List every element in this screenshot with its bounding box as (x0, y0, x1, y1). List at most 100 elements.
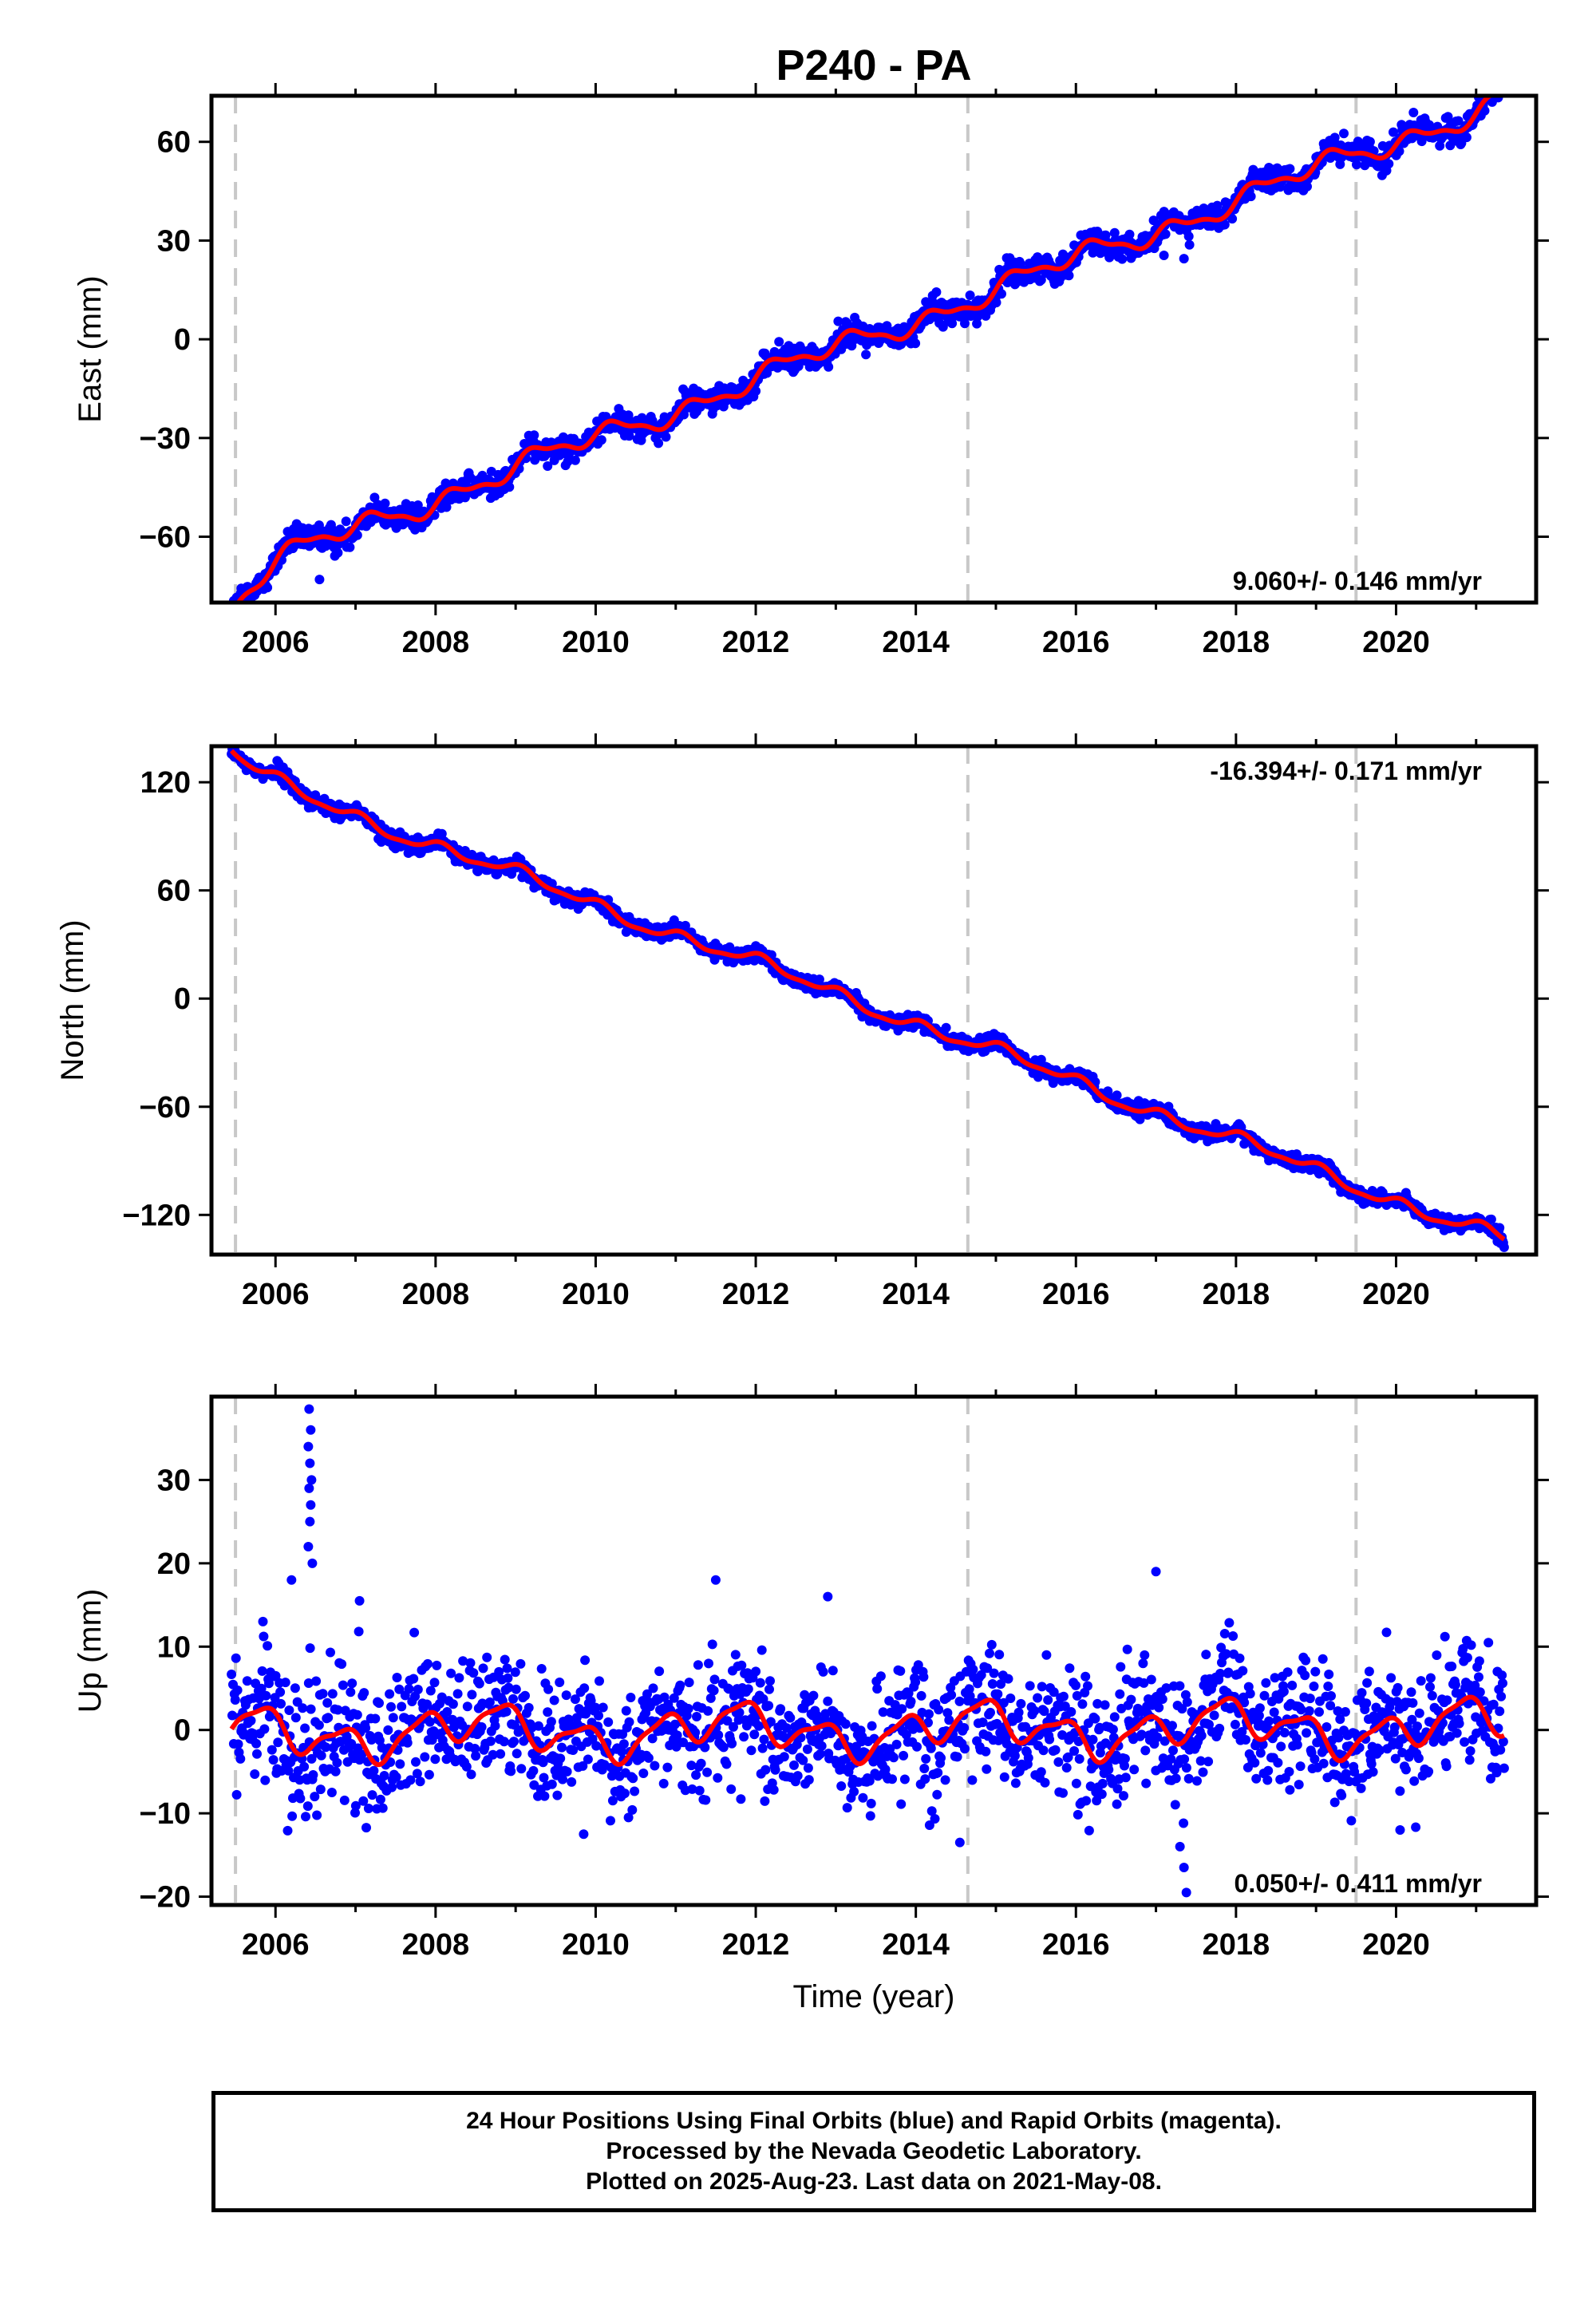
data-point (504, 482, 515, 492)
data-point (1494, 77, 1503, 86)
data-point (502, 1663, 512, 1674)
data-point (1090, 1713, 1100, 1724)
data-point (377, 1803, 388, 1813)
data-point (283, 1765, 294, 1776)
data-point (263, 583, 273, 593)
model-curve (235, 96, 1504, 603)
data-point (913, 1660, 923, 1670)
data-point (484, 1697, 495, 1707)
data-point (257, 1666, 267, 1676)
data-point (823, 1696, 833, 1706)
data-point (896, 1799, 907, 1809)
data-point (476, 1722, 487, 1732)
data-point (1292, 1740, 1302, 1750)
data-point (461, 1761, 472, 1772)
data-point (595, 1676, 604, 1686)
data-point (941, 1022, 951, 1033)
data-point (709, 1686, 719, 1696)
data-point (500, 1654, 510, 1665)
data-point (1498, 82, 1507, 92)
data-point (978, 1717, 988, 1728)
data-point (675, 1680, 685, 1690)
data-point (672, 1730, 682, 1741)
data-point (430, 1754, 440, 1765)
data-point (409, 1674, 419, 1684)
data-point (897, 1704, 907, 1714)
data-point (1166, 1754, 1176, 1764)
data-point (1065, 1663, 1075, 1674)
data-point (1045, 1734, 1055, 1745)
data-point (230, 1695, 240, 1705)
data-point (1154, 1702, 1164, 1713)
data-point (1023, 1753, 1033, 1763)
data-point (1072, 1690, 1082, 1701)
data-point (1160, 229, 1171, 239)
data-point (271, 1670, 281, 1681)
data-point (570, 455, 580, 465)
data-point (1416, 136, 1427, 147)
data-point (415, 1777, 425, 1787)
data-point (1259, 1690, 1270, 1701)
data-point (866, 1798, 876, 1808)
data-point (567, 1777, 577, 1787)
data-point (947, 318, 958, 329)
data-point (692, 1712, 701, 1721)
data-point (1061, 1763, 1072, 1773)
data-point (251, 1738, 262, 1749)
data-point (578, 1761, 588, 1771)
data-point (259, 1631, 269, 1642)
data-point (887, 1774, 897, 1784)
data-point (282, 1825, 293, 1836)
data-point (1495, 1223, 1505, 1233)
data-point (994, 1650, 1005, 1660)
data-point (981, 1746, 991, 1757)
data-point (425, 1686, 436, 1696)
data-point (736, 1794, 746, 1804)
data-point (1339, 128, 1349, 139)
data-point (926, 1806, 937, 1816)
figure-title: P240 - PA (776, 41, 971, 89)
data-point (452, 1689, 463, 1699)
data-point (302, 1801, 313, 1812)
data-point (944, 1715, 954, 1725)
data-point (321, 541, 331, 551)
data-point (370, 1713, 381, 1724)
data-point (743, 1684, 753, 1694)
data-point (561, 1690, 571, 1701)
data-point (864, 1776, 875, 1786)
data-point (494, 1666, 504, 1677)
data-point (299, 1761, 310, 1772)
data-point (1036, 1767, 1046, 1777)
data-point (1066, 1707, 1077, 1717)
data-point (1310, 1754, 1320, 1765)
data-point (940, 1775, 950, 1785)
data-point (643, 1753, 654, 1763)
data-point (865, 1811, 875, 1821)
data-point (1304, 1705, 1314, 1716)
data-point (1096, 1789, 1107, 1800)
data-point (1013, 1707, 1024, 1717)
data-point (1235, 1653, 1245, 1663)
data-point (391, 1772, 401, 1782)
data-point (230, 608, 239, 618)
data-point (341, 516, 351, 527)
data-point (582, 1705, 591, 1716)
data-point (802, 1744, 812, 1754)
data-point (849, 1787, 859, 1796)
data-point (694, 1785, 705, 1796)
data-point (1296, 1705, 1306, 1715)
data-point (1119, 1791, 1128, 1801)
data-point (446, 1668, 456, 1678)
data-point (490, 1721, 500, 1731)
data-point (709, 1674, 720, 1685)
data-point (543, 1684, 554, 1694)
data-point (793, 361, 804, 371)
data-point (1241, 1735, 1250, 1745)
data-point (840, 1719, 851, 1729)
data-point (1080, 1671, 1091, 1682)
y-tick-label: −120 (122, 1199, 191, 1232)
data-point (1161, 1683, 1171, 1694)
data-point (686, 1761, 697, 1771)
data-point (1273, 1757, 1283, 1768)
